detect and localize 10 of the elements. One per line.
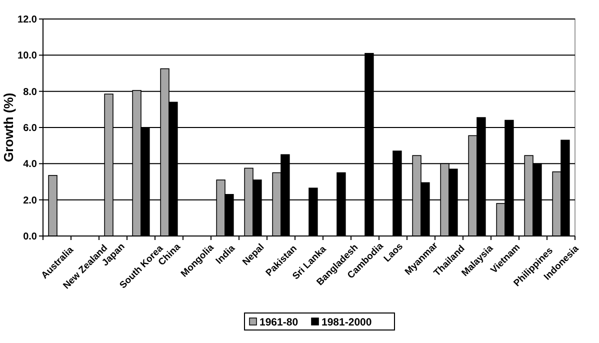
y-axis-title: Growth (%) [1,92,16,162]
y-tick-label: 10.0 [18,50,38,62]
legend-label: 1961-80 [260,316,298,328]
y-tick-label: 2.0 [23,195,38,206]
y-tick-label: 0.0 [23,232,38,242]
y-tick-label: 6.0 [23,123,38,134]
y-tick-label: 8.0 [23,86,38,98]
y-tick-label: 12.0 [18,14,38,26]
legend-label: 1981-2000 [322,316,372,328]
y-tick-label: 4.0 [23,159,38,170]
